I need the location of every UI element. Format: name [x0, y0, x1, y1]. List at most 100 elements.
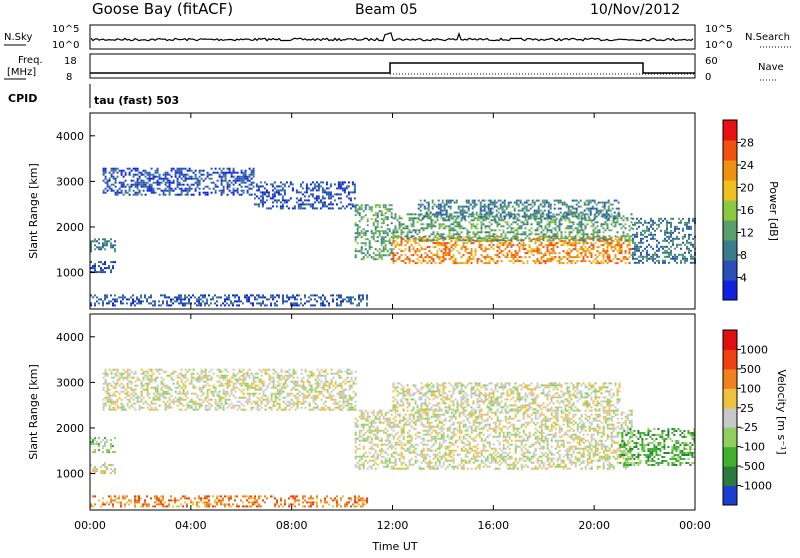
heatmap-cell — [315, 397, 317, 399]
heatmap-cell — [640, 252, 642, 254]
heatmap-cell — [636, 248, 638, 250]
heatmap-cell — [115, 395, 117, 397]
heatmap-cell — [309, 381, 311, 383]
heatmap-cell — [553, 256, 555, 258]
heatmap-cell — [169, 389, 171, 391]
heatmap-cell — [587, 250, 589, 252]
heatmap-cell — [481, 260, 483, 262]
heatmap-cell — [262, 193, 264, 195]
heatmap-cell — [518, 204, 520, 206]
heatmap-cell — [358, 294, 360, 296]
heatmap-cell — [526, 216, 528, 218]
heatmap-cell — [674, 226, 676, 228]
heatmap-cell — [395, 217, 397, 219]
heatmap-cell — [383, 236, 385, 238]
heatmap-cell — [219, 174, 221, 176]
heatmap-cell — [375, 212, 377, 214]
heatmap-cell — [239, 369, 241, 371]
heatmap-cell — [272, 189, 274, 191]
heatmap-cell — [545, 233, 547, 235]
heatmap-cell — [198, 298, 200, 300]
heatmap-cell — [515, 250, 517, 252]
heatmap-cell — [100, 261, 102, 263]
heatmap-cell — [235, 178, 237, 180]
heatmap-cell — [200, 304, 202, 306]
heatmap-cell — [267, 373, 269, 375]
heatmap-cell — [435, 221, 437, 223]
heatmap-cell — [568, 208, 570, 210]
heatmap-cell — [133, 194, 135, 196]
heatmap-cell — [295, 395, 297, 397]
heatmap-cell — [471, 237, 473, 239]
heatmap-cell — [254, 203, 256, 205]
heatmap-cell — [149, 186, 151, 188]
heatmap-cell — [207, 409, 209, 411]
heatmap-cell — [642, 238, 644, 240]
heatmap-cell — [485, 231, 487, 233]
heatmap-cell — [223, 397, 225, 399]
heatmap-cell — [303, 399, 305, 401]
heatmap-cell — [572, 212, 574, 214]
heatmap-cell — [121, 387, 123, 389]
heatmap-cell — [329, 383, 331, 385]
heatmap-cell — [209, 389, 211, 391]
heatmap-cell — [251, 407, 253, 409]
heatmap-cell — [195, 387, 197, 389]
heatmap-cell — [460, 212, 462, 214]
heatmap-cell — [215, 186, 217, 188]
heatmap-cell — [333, 409, 335, 411]
heatmap-cell — [500, 208, 502, 210]
heatmap-cell — [423, 240, 425, 242]
heatmap-cell — [205, 397, 207, 399]
heatmap-cell — [627, 244, 629, 246]
heatmap-cell — [629, 252, 631, 254]
heatmap-cell — [640, 242, 642, 244]
heatmap-cell — [233, 180, 235, 182]
heatmap-cell — [583, 260, 585, 262]
heatmap-cell — [351, 407, 353, 409]
heatmap-cell — [167, 401, 169, 403]
heatmap-cell — [104, 267, 106, 269]
heatmap-cell — [431, 221, 433, 223]
heatmap-cell — [183, 184, 185, 186]
heatmap-cell — [197, 182, 199, 184]
heatmap-cell — [129, 188, 131, 190]
heatmap-cell — [409, 260, 411, 262]
heatmap-cell — [155, 379, 157, 381]
heatmap-cell — [178, 302, 180, 304]
heatmap-cell — [203, 377, 205, 379]
heatmap-cell — [401, 240, 403, 242]
heatmap-cell — [441, 223, 443, 225]
heatmap-cell — [196, 300, 198, 302]
heatmap-cell — [583, 233, 585, 235]
heatmap-cell — [106, 451, 108, 453]
heatmap-cell — [169, 405, 171, 407]
heatmap-cell — [252, 294, 254, 296]
heatmap-cell — [345, 397, 347, 399]
heatmap-cell — [181, 387, 183, 389]
heatmap-cell — [690, 254, 692, 256]
heatmap-cell — [104, 294, 106, 296]
heatmap-cell — [453, 244, 455, 246]
heatmap-cell — [688, 226, 690, 228]
heatmap-cell — [446, 210, 448, 212]
heatmap-cell — [255, 377, 257, 379]
heatmap-cell — [298, 205, 300, 207]
heatmap-cell — [109, 401, 111, 403]
heatmap-cell — [129, 401, 131, 403]
heatmap-cell — [308, 300, 310, 302]
heatmap-cell — [573, 242, 575, 244]
heatmap-cell — [278, 296, 280, 298]
heatmap-cell — [609, 254, 611, 256]
heatmap-cell — [115, 168, 117, 170]
heatmap-cell — [492, 208, 494, 210]
heatmap-cell — [295, 385, 297, 387]
heatmap-cell — [177, 381, 179, 383]
heatmap-cell — [151, 387, 153, 389]
heatmap-cell — [457, 262, 459, 264]
heatmap-cell — [185, 373, 187, 375]
heatmap-cell — [304, 191, 306, 193]
heatmap-cell — [243, 192, 245, 194]
heatmap-cell — [365, 208, 367, 210]
heatmap-cell — [686, 260, 688, 262]
